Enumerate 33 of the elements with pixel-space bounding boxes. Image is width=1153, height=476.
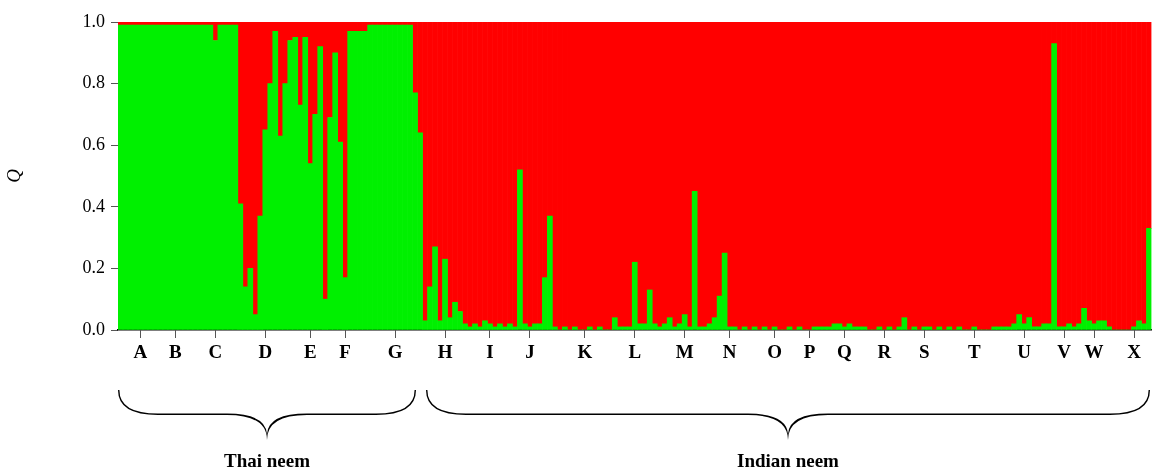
y-axis-title: Q <box>3 168 25 183</box>
x-tick-label: W <box>1084 341 1104 363</box>
x-tick-label: B <box>169 341 183 363</box>
y-tick-label: 0.6 <box>82 133 105 154</box>
x-tick-label: O <box>767 341 782 363</box>
x-tick-label: A <box>133 341 148 363</box>
x-tick-label: D <box>258 341 273 363</box>
x-tick-label: N <box>722 341 737 363</box>
y-tick-label: 0.2 <box>82 257 105 278</box>
x-tick-label: R <box>877 341 892 363</box>
y-tick-label: 0.8 <box>82 72 105 93</box>
x-tick-label: K <box>577 341 593 363</box>
x-tick-label: U <box>1017 341 1032 363</box>
x-tick-label: J <box>525 341 535 363</box>
x-tick-label: I <box>486 341 494 363</box>
text: Thai neem <box>223 450 311 472</box>
y-tick-label: 0.0 <box>82 318 105 339</box>
x-tick-label: G <box>387 341 403 363</box>
x-tick-label: T <box>967 341 981 363</box>
x-tick-label: S <box>919 341 930 363</box>
x-tick-label: V <box>1057 341 1072 363</box>
x-tick-label: P <box>803 341 816 363</box>
x-tick-label: L <box>628 341 642 363</box>
x-tick-label: Q <box>837 341 852 363</box>
x-tick-label: M <box>675 341 694 363</box>
x-tick-label: E <box>303 341 317 363</box>
y-tick-label: 1.0 <box>82 10 105 31</box>
x-tick-label: H <box>437 341 453 363</box>
x-tick-label: F <box>339 341 351 363</box>
text: Indian neem <box>736 450 840 472</box>
x-tick-label: C <box>208 341 223 363</box>
x-tick-label: X <box>1127 341 1142 363</box>
y-tick-label: 0.4 <box>82 195 105 216</box>
